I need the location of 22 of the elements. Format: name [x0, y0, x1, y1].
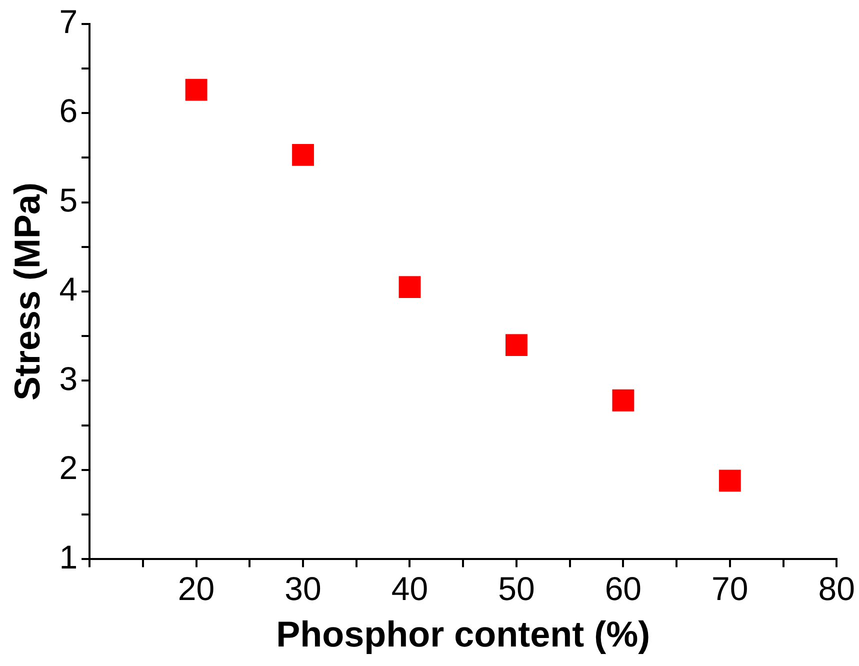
x-axis-title: Phosphor content (%) — [276, 613, 650, 654]
point — [506, 334, 528, 356]
y-tick-label: 2 — [59, 449, 78, 486]
x-tick-label: 50 — [498, 570, 535, 608]
point — [718, 470, 741, 492]
y-axis-title: Stress (MPa) — [6, 182, 48, 401]
x-tick-label: 40 — [391, 570, 428, 608]
point — [398, 276, 421, 298]
y-tick-label: 4 — [59, 270, 78, 308]
y-tick-label: 7 — [59, 2, 78, 40]
point — [292, 144, 314, 166]
point — [185, 78, 208, 101]
x-tick-label: 80 — [818, 570, 856, 608]
y-tick-label: 1 — [59, 538, 78, 576]
y-tick-label: 5 — [59, 181, 78, 218]
x-tick-label: 30 — [284, 570, 322, 608]
y-tick-label: 3 — [59, 360, 78, 397]
x-tick-label: 70 — [712, 570, 748, 608]
x-tick-label: 60 — [604, 570, 642, 608]
point — [612, 389, 634, 412]
y-tick-label: 6 — [59, 92, 78, 130]
x-tick-label: 20 — [178, 570, 215, 608]
